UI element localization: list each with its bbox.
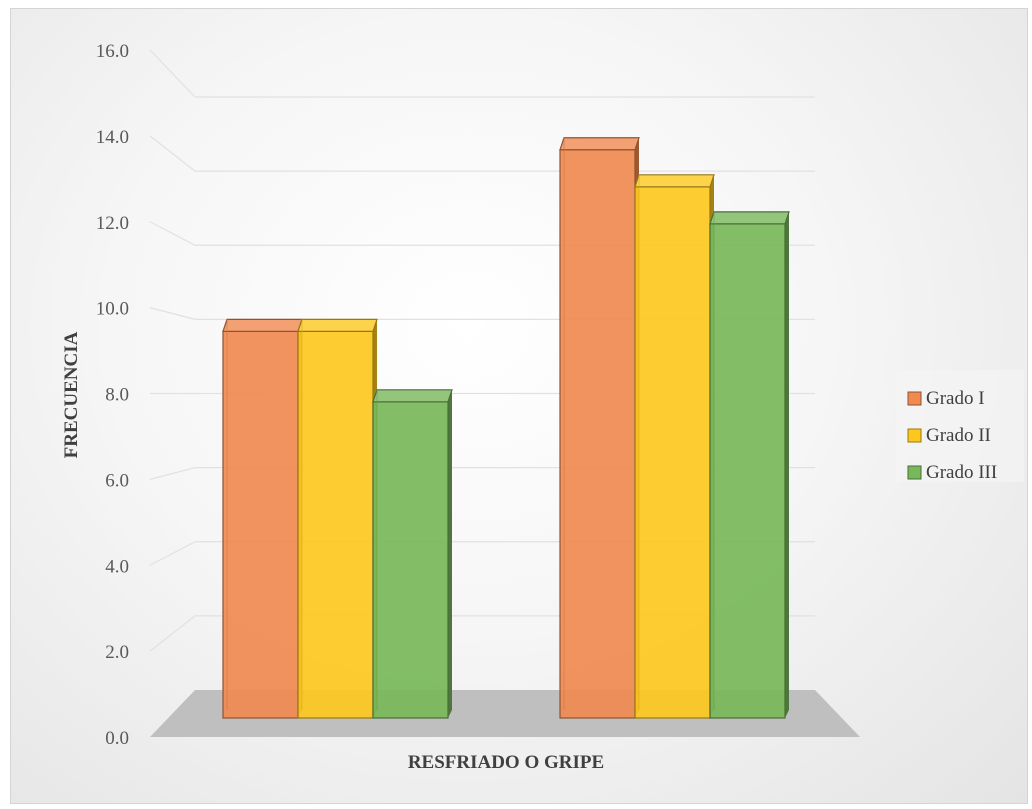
gridline-depth	[149, 307, 196, 320]
legend-label: Grado III	[926, 462, 997, 483]
legend: Grado I Grado II Grado III	[896, 370, 1024, 483]
bar-grado-iii	[372, 389, 453, 719]
bar-grado-i	[222, 318, 303, 719]
gridline-depth	[149, 135, 196, 172]
y-axis-ticks: 0.0 2.0 4.0 6.0 8.0 10.0 12.0 14.0 16.0	[96, 41, 129, 749]
y-axis-title: FRECUENCIA	[61, 331, 82, 458]
bar-front	[634, 186, 711, 719]
y-tick-label: 16.0	[96, 41, 129, 62]
gridline-depth	[149, 467, 196, 480]
y-tick-label: 4.0	[105, 556, 129, 577]
bar-grado-ii	[634, 174, 715, 719]
bar-top	[372, 389, 453, 403]
bar-front	[559, 149, 636, 719]
y-tick-label: 8.0	[105, 385, 129, 406]
bar-side	[785, 211, 789, 719]
bars	[222, 137, 790, 719]
bar-grado-iii	[709, 211, 790, 719]
y-tick-label: 2.0	[105, 642, 129, 663]
chart-area	[10, 8, 1028, 804]
bar-top	[559, 137, 640, 151]
y-tick-label: 6.0	[105, 470, 129, 491]
bar-top	[709, 211, 790, 225]
gridline-depth	[149, 221, 196, 246]
y-tick-label: 14.0	[96, 127, 129, 148]
bar-front	[222, 330, 299, 719]
legend-label: Grado I	[926, 388, 985, 409]
bar-side	[448, 389, 452, 718]
bar-grado-ii	[297, 318, 378, 719]
bar-front	[297, 330, 374, 719]
legend-swatch	[907, 465, 922, 480]
x-axis-title: RESFRIADO O GRIPE	[408, 752, 604, 773]
y-tick-label: 0.0	[105, 728, 129, 749]
bar-top	[297, 318, 378, 332]
legend-swatch	[907, 428, 922, 443]
bar-top	[222, 318, 303, 332]
y-tick-label: 10.0	[96, 299, 129, 320]
bar-grado-i	[559, 137, 640, 719]
gridline-depth	[149, 541, 196, 566]
bar-front	[709, 223, 786, 719]
bar-front	[372, 401, 449, 719]
legend-label: Grado II	[926, 425, 991, 446]
gridline-depth	[149, 615, 196, 652]
legend-swatch	[907, 391, 922, 406]
y-tick-label: 12.0	[96, 213, 129, 234]
bar-top	[634, 174, 715, 188]
legend-box	[896, 370, 1024, 482]
gridline-depth	[149, 49, 196, 98]
